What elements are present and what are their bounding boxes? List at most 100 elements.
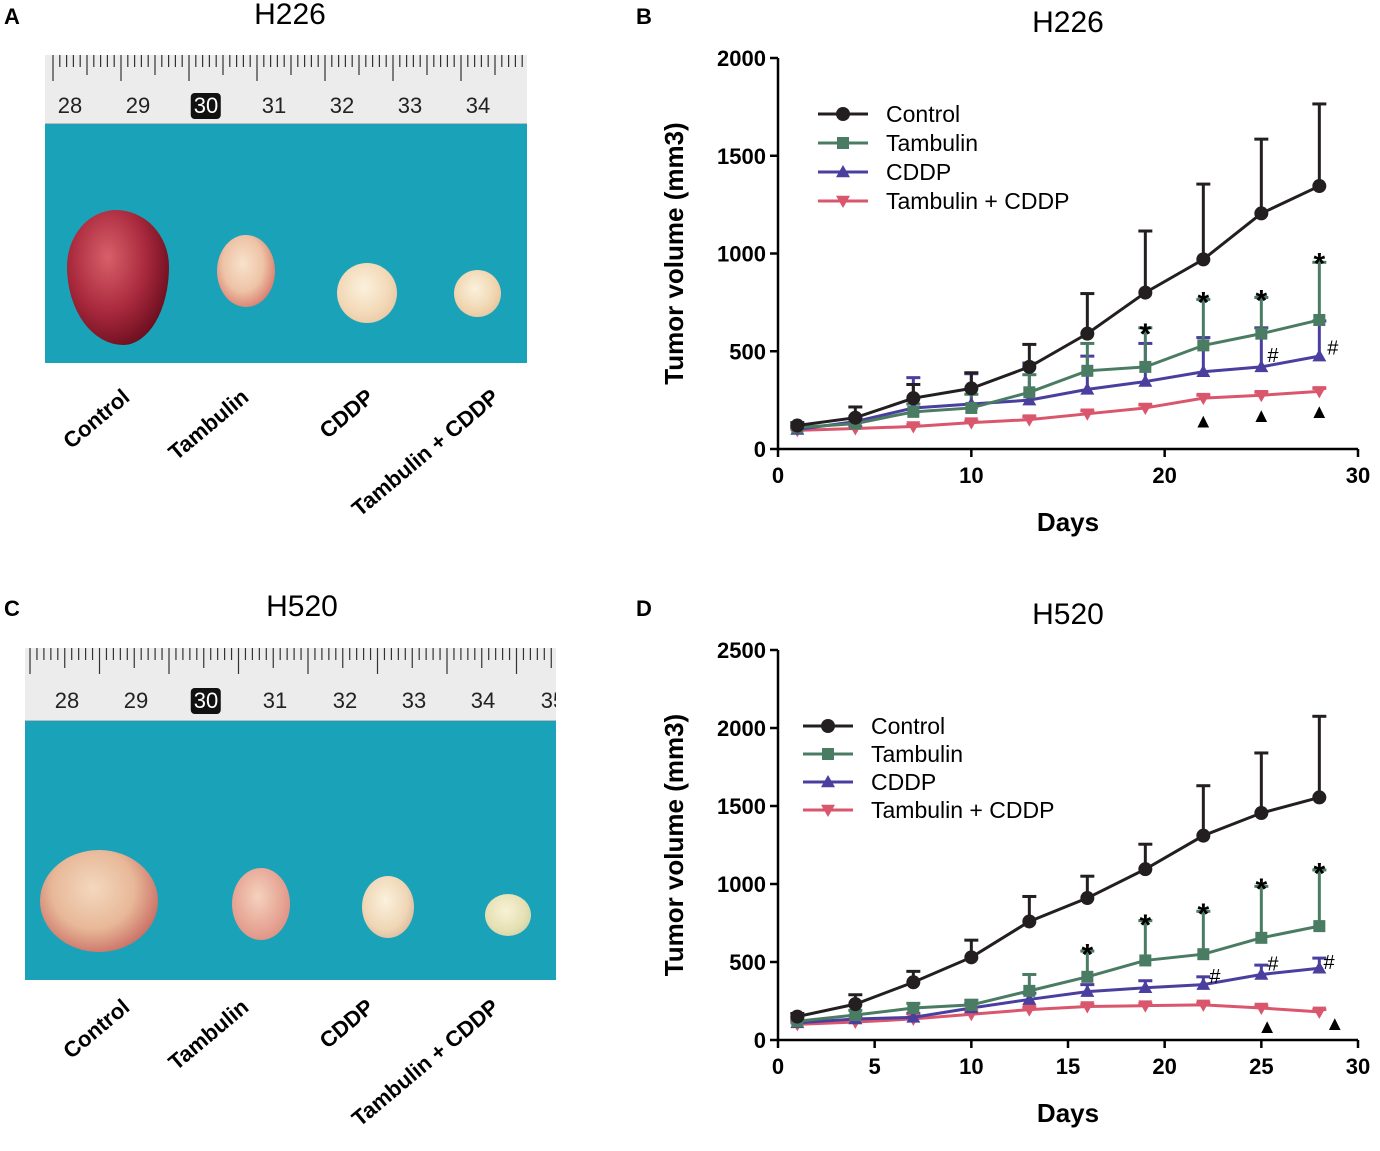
ruler-number: 33 [397, 93, 423, 118]
significance-marker: * [1197, 898, 1209, 931]
significance-marker: * [1313, 857, 1325, 890]
legend-label: Tambulin + CDDP [886, 188, 1069, 214]
panel-letter-c: C [4, 596, 20, 621]
data-point [965, 998, 978, 1011]
data-point [1023, 984, 1036, 997]
tumor-control [40, 850, 158, 952]
tumor-tambulin [217, 235, 275, 307]
x-tick-label: 15 [1056, 1054, 1080, 1079]
data-point [1080, 891, 1095, 906]
data-point [1255, 327, 1268, 340]
ruler: 28 29 30 31 32 33 34 [45, 55, 527, 124]
legend-marker [822, 748, 834, 760]
significance-marker: * [1255, 873, 1267, 906]
ruler-number: 29 [123, 688, 149, 713]
ruler-number-highlight: 30 [190, 93, 222, 119]
ruler-number-highlight: 30 [190, 688, 222, 714]
tumor-tambulin [232, 868, 290, 940]
tumor-photo-h226: 28 29 30 31 32 33 34 [45, 55, 527, 363]
significance-marker: # [1267, 345, 1279, 367]
data-point [1312, 349, 1327, 362]
data-point [1254, 967, 1269, 980]
data-point [1139, 360, 1152, 373]
data-point [1023, 386, 1036, 399]
data-point [964, 417, 979, 430]
ruler-number: 29 [125, 93, 151, 118]
legend-label: Tambulin [871, 741, 963, 767]
significance-marker: * [1197, 287, 1209, 320]
data-point [790, 418, 805, 433]
significance-marker: * [1139, 318, 1151, 351]
significance-marker: ▲ [1251, 405, 1271, 427]
legend-marker [837, 137, 849, 149]
data-point [1196, 977, 1211, 990]
data-point [1138, 1000, 1153, 1013]
chart-title: H226 [1032, 6, 1104, 39]
data-point [1196, 392, 1211, 406]
ruler-number: 33 [401, 688, 427, 713]
data-point [1022, 914, 1037, 929]
legend-label: Control [871, 713, 945, 739]
data-point [964, 381, 979, 396]
data-point [790, 1009, 805, 1024]
y-tick-label: 1500 [717, 144, 766, 169]
data-point [1254, 359, 1269, 373]
data-point [1197, 339, 1210, 352]
series-line [797, 354, 1320, 431]
significance-marker: * [1081, 938, 1093, 971]
data-point [1196, 999, 1211, 1012]
legend-marker [821, 804, 835, 817]
tumor-control [67, 210, 169, 345]
data-point [906, 1010, 921, 1023]
tumor-combo [454, 270, 501, 317]
data-point [1312, 179, 1327, 194]
significance-marker: # [1323, 952, 1335, 974]
y-tick-label: 0 [754, 1028, 766, 1053]
data-point [1022, 414, 1037, 427]
x-tick-label: 10 [959, 463, 983, 488]
legend-label: Tambulin + CDDP [871, 797, 1054, 823]
y-axis-label: Tumor volume (mm3) [659, 122, 689, 384]
series-line [797, 1003, 1320, 1026]
y-tick-label: 2000 [717, 716, 766, 741]
data-point [1080, 1001, 1095, 1014]
x-tick-label: 30 [1346, 463, 1370, 488]
data-point [1139, 954, 1152, 967]
ruler: 28 29 30 31 32 33 34 35 [25, 648, 556, 721]
x-tick-label: 5 [869, 1054, 881, 1079]
data-point [1312, 1006, 1327, 1019]
legend-label: CDDP [886, 159, 951, 185]
data-point [1080, 326, 1095, 341]
significance-marker: # [1267, 954, 1279, 976]
significance-marker: ▲ [1325, 1013, 1345, 1035]
chart-title: H520 [1032, 598, 1104, 631]
x-axis-label: Days [1037, 1098, 1099, 1128]
ruler-ticks [52, 55, 523, 81]
y-tick-label: 500 [729, 950, 766, 975]
data-point [849, 1009, 862, 1022]
x-tick-label: 25 [1249, 1054, 1273, 1079]
data-point [1080, 984, 1095, 997]
data-point [1312, 386, 1327, 399]
data-point [1138, 980, 1153, 993]
tumor-photo-h520: 28 29 30 31 32 33 34 35 [25, 648, 556, 980]
data-point [1254, 389, 1269, 403]
x-tick-label: 30 [1346, 1054, 1370, 1079]
data-point [1081, 364, 1094, 377]
legend-marker [836, 107, 850, 121]
legend-marker [836, 195, 850, 208]
data-point [1255, 931, 1268, 944]
data-point [1022, 1004, 1037, 1017]
y-tick-label: 2500 [717, 638, 766, 663]
ruler-number: 28 [57, 93, 83, 118]
data-point [1080, 408, 1095, 421]
x-tick-label: 0 [772, 1054, 784, 1079]
ruler-number: 32 [332, 688, 358, 713]
panel-letter-d: D [636, 596, 652, 621]
legend-marker [821, 719, 835, 733]
data-point [1138, 862, 1153, 877]
data-point [965, 401, 978, 414]
y-tick-label: 1500 [717, 794, 766, 819]
significance-marker: ▲ [1257, 1016, 1277, 1038]
data-point [1196, 364, 1211, 378]
